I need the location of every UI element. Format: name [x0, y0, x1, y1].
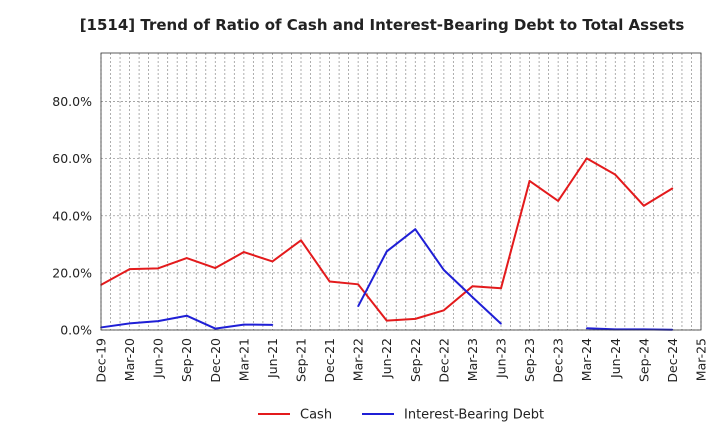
data-point	[128, 268, 131, 270]
series-lines	[100, 157, 674, 331]
x-tick-label: Dec-24	[665, 338, 680, 383]
data-point	[671, 187, 674, 190]
data-point	[357, 283, 359, 286]
x-tick-label: Jun-24	[608, 338, 623, 379]
legend: Cash Interest-Bearing Debt	[258, 408, 544, 423]
legend-label-1: Cash	[300, 408, 332, 423]
series-interest-bearing-debt	[100, 228, 674, 331]
x-tick-label: Mar-21	[236, 338, 251, 381]
x-tick-label: Jun-22	[379, 338, 394, 379]
x-tick-label: Dec-21	[322, 338, 337, 383]
data-point	[157, 267, 159, 270]
data-point	[414, 228, 417, 230]
series-line-segment	[357, 228, 502, 325]
data-point	[128, 322, 131, 325]
data-point	[243, 251, 245, 253]
legend-label-2: Interest-Bearing Debt	[404, 408, 544, 423]
grid	[100, 53, 702, 331]
x-tick-label: Jun-23	[494, 338, 509, 379]
data-point	[214, 267, 217, 269]
data-point	[557, 200, 559, 202]
x-tick-label: Jun-20	[151, 338, 166, 379]
x-tick-label: Mar-20	[122, 338, 137, 381]
x-tick-label: Dec-23	[551, 338, 566, 383]
data-point	[157, 320, 159, 322]
y-tick-label: 20.0%	[52, 265, 92, 280]
data-point	[214, 327, 217, 330]
x-tick-label: Mar-24	[579, 338, 594, 381]
y-axis-ticks: 0.0% 20.0% 40.0% 60.0% 80.0%	[52, 94, 92, 337]
data-point	[243, 323, 245, 326]
data-point	[185, 257, 188, 259]
data-point	[414, 318, 417, 320]
x-tick-label: Sep-20	[179, 338, 194, 382]
data-point	[357, 305, 359, 308]
y-tick-label: 80.0%	[52, 94, 92, 109]
y-tick-label: 60.0%	[52, 151, 92, 166]
data-point	[528, 180, 531, 182]
data-point	[471, 285, 474, 288]
data-point	[300, 239, 302, 242]
x-tick-label: Sep-22	[408, 338, 423, 382]
x-tick-label: Mar-23	[465, 338, 480, 381]
data-point	[443, 309, 445, 312]
y-tick-label: 40.0%	[52, 208, 92, 223]
data-point	[471, 296, 474, 298]
x-tick-label: Sep-21	[294, 338, 309, 382]
x-axis-ticks: Dec-19 Mar-20 Jun-20 Sep-20 Dec-20 Mar-21 Jun-…	[94, 338, 709, 383]
data-point	[585, 327, 588, 330]
x-tick-label: Sep-24	[636, 338, 651, 382]
chart-title: [1514] Trend of Ratio of Cash and Intere…	[80, 16, 685, 34]
data-point	[443, 269, 445, 271]
series-line-segment	[586, 327, 673, 331]
data-point	[500, 322, 502, 325]
data-point	[585, 157, 588, 160]
data-point	[271, 324, 274, 326]
x-tick-label: Jun-21	[265, 338, 280, 379]
data-point	[614, 173, 617, 176]
series-cash	[100, 157, 674, 322]
data-point	[271, 260, 274, 263]
x-tick-label: Dec-22	[436, 338, 451, 383]
data-point	[385, 250, 388, 253]
x-tick-label: Dec-19	[94, 338, 109, 383]
x-tick-label: Dec-20	[208, 338, 223, 383]
data-point	[328, 280, 331, 283]
data-point	[643, 204, 645, 207]
data-point	[500, 287, 502, 290]
y-tick-label: 0.0%	[60, 323, 92, 338]
x-tick-label: Sep-23	[522, 338, 537, 382]
data-point	[385, 319, 388, 322]
plot-area-frame	[100, 52, 702, 331]
x-tick-label: Mar-22	[351, 338, 366, 381]
x-tick-label: Mar-25	[694, 338, 709, 381]
data-point	[185, 314, 188, 317]
